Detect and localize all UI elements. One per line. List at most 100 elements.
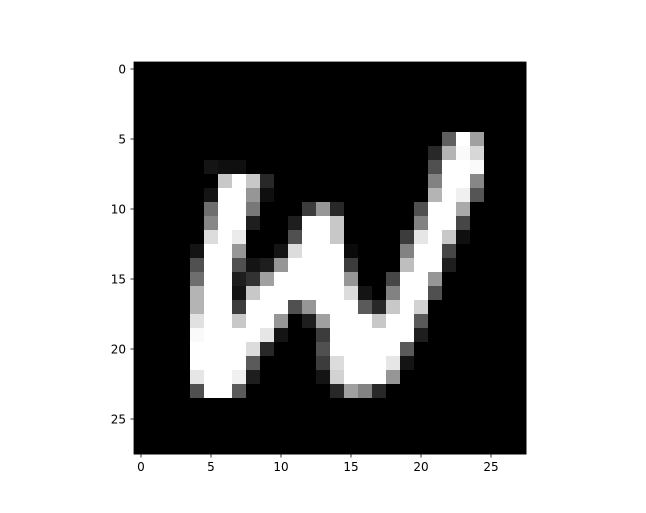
heatmap-cell [302, 328, 317, 343]
heatmap-cell [176, 384, 191, 399]
heatmap-cell [484, 426, 499, 441]
heatmap-cell [372, 258, 387, 273]
heatmap-cell [218, 356, 233, 371]
heatmap-cell [372, 76, 387, 91]
heatmap-cell [470, 398, 485, 413]
heatmap-cell [148, 356, 163, 371]
heatmap-cell [162, 314, 177, 329]
heatmap-cell [176, 188, 191, 203]
heatmap-cell [484, 146, 499, 161]
heatmap-cell [484, 62, 499, 77]
heatmap-cell [176, 314, 191, 329]
y-tick-label: 15 [111, 273, 126, 287]
heatmap-cell [470, 370, 485, 385]
heatmap-cell [316, 132, 331, 147]
heatmap-cell [414, 328, 429, 343]
heatmap-cell [204, 104, 219, 119]
heatmap-cell [456, 174, 471, 189]
heatmap-cell [204, 426, 219, 441]
heatmap-cell [400, 146, 415, 161]
heatmap-cell [512, 90, 527, 105]
heatmap-cell [134, 76, 149, 91]
heatmap-cell [400, 300, 415, 315]
heatmap-cell [470, 160, 485, 175]
heatmap-cell [372, 328, 387, 343]
heatmap-cell [232, 398, 247, 413]
heatmap-cell [442, 286, 457, 301]
heatmap-cell [190, 160, 205, 175]
heatmap-cell [344, 146, 359, 161]
heatmap-cell [190, 118, 205, 133]
heatmap-cell [218, 300, 233, 315]
heatmap-cell [386, 328, 401, 343]
heatmap-cell [218, 62, 233, 77]
heatmap-cell [218, 440, 233, 455]
heatmap-cell [246, 328, 261, 343]
heatmap-cell [344, 314, 359, 329]
heatmap-cell [414, 258, 429, 273]
heatmap-cell [414, 272, 429, 287]
heatmap-cell [190, 314, 205, 329]
heatmap-cell [470, 286, 485, 301]
heatmap-cell [274, 300, 289, 315]
heatmap-cell [498, 272, 513, 287]
heatmap-cell [190, 426, 205, 441]
heatmap-cell [134, 314, 149, 329]
heatmap-cell [218, 398, 233, 413]
heatmap-cell [386, 160, 401, 175]
heatmap-cell [470, 146, 485, 161]
heatmap-cell [162, 230, 177, 245]
heatmap-cell [344, 300, 359, 315]
heatmap-cell [162, 440, 177, 455]
heatmap-cell [204, 328, 219, 343]
heatmap-cell [260, 342, 275, 357]
heatmap-cell [428, 244, 443, 259]
heatmap-cell [162, 258, 177, 273]
heatmap-cell [470, 202, 485, 217]
heatmap-cell [414, 132, 429, 147]
heatmap-cell [176, 132, 191, 147]
heatmap-cell [302, 76, 317, 91]
heatmap-cell [162, 118, 177, 133]
heatmap-cell [134, 216, 149, 231]
heatmap-cell [288, 90, 303, 105]
heatmap-cell [274, 426, 289, 441]
heatmap-cell [148, 76, 163, 91]
heatmap-cell [358, 426, 373, 441]
heatmap-cell [358, 90, 373, 105]
heatmap-cell [470, 426, 485, 441]
heatmap-cell [442, 62, 457, 77]
heatmap-cell [148, 118, 163, 133]
heatmap-cell [414, 146, 429, 161]
heatmap-cell [162, 132, 177, 147]
heatmap-cell [302, 370, 317, 385]
heatmap-cell [148, 174, 163, 189]
heatmap-cell [260, 398, 275, 413]
heatmap-cell [134, 300, 149, 315]
heatmap-cell [344, 202, 359, 217]
heatmap-cell [428, 104, 443, 119]
heatmap-cell [134, 202, 149, 217]
heatmap-cell [484, 314, 499, 329]
heatmap-cell [176, 244, 191, 259]
heatmap-cell [134, 188, 149, 203]
heatmap-cell [288, 286, 303, 301]
heatmap-cell [484, 286, 499, 301]
heatmap-cell [162, 188, 177, 203]
heatmap-cell [232, 174, 247, 189]
heatmap-cell [162, 104, 177, 119]
heatmap-cell [190, 384, 205, 399]
heatmap-cell [134, 356, 149, 371]
heatmap-cell [498, 76, 513, 91]
heatmap-cell [470, 62, 485, 77]
heatmap-cell [400, 258, 415, 273]
heatmap-cell [204, 300, 219, 315]
heatmap-cell [470, 342, 485, 357]
heatmap-cell [274, 370, 289, 385]
heatmap-cell [400, 62, 415, 77]
heatmap-cell [414, 62, 429, 77]
heatmap-cell [428, 328, 443, 343]
heatmap-cell [428, 384, 443, 399]
heatmap-cell [428, 160, 443, 175]
heatmap-cell [190, 230, 205, 245]
